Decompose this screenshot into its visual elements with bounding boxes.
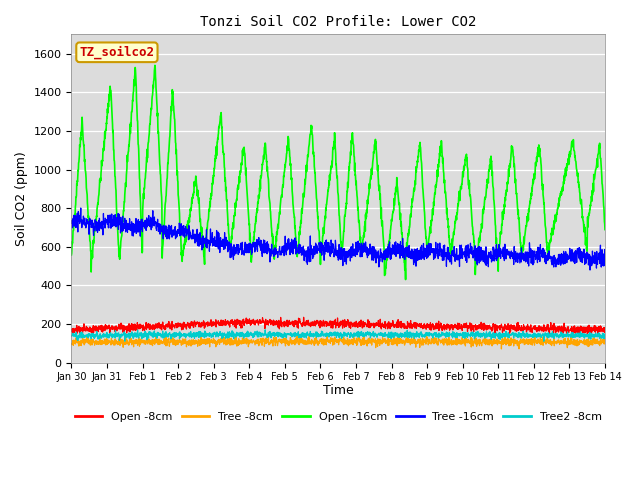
Tree -16cm xyxy=(327,237,335,243)
Open -8cm xyxy=(300,314,307,320)
Tree2 -8cm xyxy=(68,333,76,338)
Title: Tonzi Soil CO2 Profile: Lower CO2: Tonzi Soil CO2 Profile: Lower CO2 xyxy=(200,15,476,29)
Tree -8cm xyxy=(305,332,313,337)
Tree2 -8cm xyxy=(586,329,594,335)
Open -16cm xyxy=(488,172,496,178)
Open -8cm xyxy=(69,332,77,338)
Line: Open -16cm: Open -16cm xyxy=(72,65,605,279)
Tree2 -8cm xyxy=(586,330,594,336)
Tree -8cm xyxy=(313,338,321,344)
Tree -8cm xyxy=(327,336,335,342)
Tree2 -8cm xyxy=(540,338,548,344)
Tree2 -8cm xyxy=(95,333,102,339)
Line: Tree -8cm: Tree -8cm xyxy=(72,335,605,349)
Open -8cm xyxy=(586,330,594,336)
Open -8cm xyxy=(68,329,76,335)
Tree -8cm xyxy=(68,342,76,348)
Tree -8cm xyxy=(586,342,594,348)
Open -8cm xyxy=(328,324,335,330)
Tree -8cm xyxy=(95,341,102,347)
Tree2 -8cm xyxy=(313,329,321,335)
Open -8cm xyxy=(601,329,609,335)
Tree -16cm xyxy=(68,220,76,226)
Tree -8cm xyxy=(586,338,594,344)
Tree2 -8cm xyxy=(488,334,495,339)
Y-axis label: Soil CO2 (ppm): Soil CO2 (ppm) xyxy=(15,151,28,246)
Open -16cm xyxy=(601,227,609,232)
Open -16cm xyxy=(95,193,102,199)
Line: Tree2 -8cm: Tree2 -8cm xyxy=(72,330,605,341)
Tree -16cm xyxy=(586,260,594,265)
Tree2 -8cm xyxy=(327,330,335,336)
Open -8cm xyxy=(488,326,496,332)
Open -16cm xyxy=(402,276,410,282)
Tree -16cm xyxy=(488,252,495,258)
Tree2 -8cm xyxy=(261,327,269,333)
Open -16cm xyxy=(151,62,159,68)
X-axis label: Time: Time xyxy=(323,384,353,396)
Open -8cm xyxy=(586,326,594,332)
Open -16cm xyxy=(586,206,594,212)
Tree -16cm xyxy=(95,218,103,224)
Tree -16cm xyxy=(601,252,609,258)
Legend: Open -8cm, Tree -8cm, Open -16cm, Tree -16cm, Tree2 -8cm: Open -8cm, Tree -8cm, Open -16cm, Tree -… xyxy=(70,408,606,426)
Tree -8cm xyxy=(601,336,609,341)
Open -16cm xyxy=(68,252,76,258)
Line: Open -8cm: Open -8cm xyxy=(72,317,605,335)
Tree -16cm xyxy=(586,267,594,273)
Tree2 -8cm xyxy=(601,332,609,337)
Tree -16cm xyxy=(77,205,84,211)
Tree -16cm xyxy=(313,251,321,256)
Open -8cm xyxy=(314,320,321,326)
Open -16cm xyxy=(327,166,335,171)
Text: TZ_soilco2: TZ_soilco2 xyxy=(79,46,154,59)
Tree -8cm xyxy=(497,346,505,352)
Open -16cm xyxy=(313,199,321,204)
Line: Tree -16cm: Tree -16cm xyxy=(72,208,605,270)
Open -8cm xyxy=(95,324,103,330)
Tree -16cm xyxy=(586,252,593,257)
Open -16cm xyxy=(586,206,594,212)
Tree -8cm xyxy=(488,342,495,348)
